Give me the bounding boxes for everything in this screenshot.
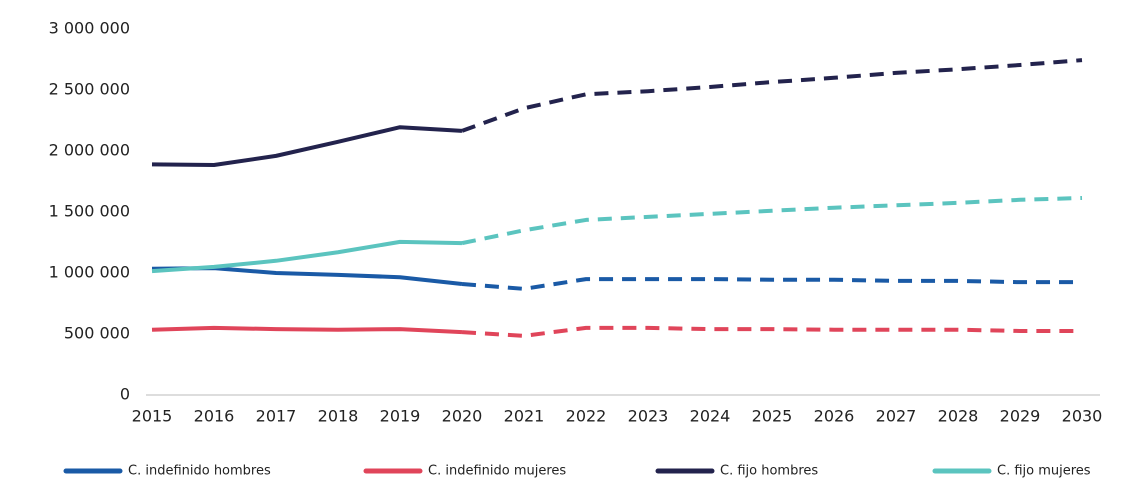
x-tick-label: 2017 (256, 407, 297, 426)
x-tick-label: 2025 (752, 407, 793, 426)
x-tick-label: 2023 (628, 407, 669, 426)
y-tick-label: 2 000 000 (49, 141, 130, 160)
x-tick-label: 2028 (938, 407, 979, 426)
y-tick-label: 500 000 (64, 324, 130, 343)
series-line (151, 125, 463, 168)
legend-label: C. fijo hombres (720, 464, 818, 479)
x-tick-label: 2015 (132, 407, 173, 426)
x-tick-label: 2018 (318, 407, 359, 426)
series-line (461, 195, 1083, 246)
legend-label: C. indefinido hombres (128, 464, 271, 479)
series-line (461, 58, 1083, 133)
y-tick-label: 1 500 000 (49, 202, 130, 221)
legend-label: C. fijo mujeres (997, 464, 1091, 479)
series-line (461, 325, 1082, 338)
x-tick-label: 2026 (814, 407, 855, 426)
legend-label: C. indefinido mujeres (428, 464, 566, 479)
x-tick-label: 2019 (380, 407, 421, 426)
y-tick-label: 1 000 000 (49, 263, 130, 282)
y-tick-label: 2 500 000 (49, 80, 130, 99)
x-tick-label: 2030 (1062, 407, 1103, 426)
x-tick-label: 2022 (566, 407, 607, 426)
x-tick-label: 2021 (504, 407, 545, 426)
series-line (151, 266, 463, 286)
x-tick-label: 2016 (194, 407, 235, 426)
y-tick-label: 3 000 000 (49, 19, 130, 38)
x-tick-label: 2020 (442, 407, 483, 426)
series-line (461, 277, 1082, 291)
x-tick-label: 2027 (876, 407, 917, 426)
x-tick-label: 2024 (690, 407, 731, 426)
x-tick-label: 2029 (1000, 407, 1041, 426)
series-line (151, 325, 463, 335)
series-line (151, 239, 463, 274)
y-tick-label: 0 (120, 385, 130, 404)
